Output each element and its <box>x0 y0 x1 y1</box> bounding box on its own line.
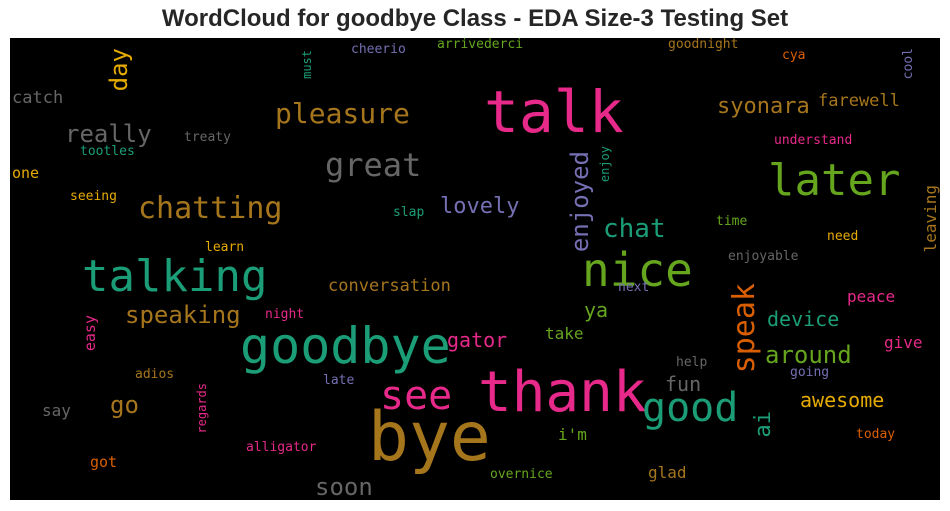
word-great: great <box>325 146 422 184</box>
word-go: go <box>110 391 139 419</box>
word-around: around <box>765 341 852 369</box>
word-leaving: leaving <box>921 185 940 253</box>
word-glad: glad <box>648 463 687 482</box>
word-lovely: lovely <box>440 194 520 219</box>
word-device: device <box>767 307 840 331</box>
word-slap: slap <box>393 205 425 220</box>
word-bye: bye <box>368 398 491 477</box>
word-today: today <box>856 427 896 442</box>
word-ya: ya <box>584 298 609 322</box>
word-enjoy: enjoy <box>598 146 612 183</box>
word-see: see <box>380 373 453 419</box>
word-fun: fun <box>665 372 702 396</box>
word-easy: easy <box>81 315 99 352</box>
word-next: next <box>618 280 650 295</box>
word-peace: peace <box>847 287 896 306</box>
word-speak: speak <box>727 283 762 374</box>
word-speaking: speaking <box>125 301 241 329</box>
word-give: give <box>884 333 923 352</box>
word-time: time <box>716 214 748 229</box>
word-overnice: overnice <box>490 467 553 482</box>
word-thank: thank <box>478 360 647 425</box>
word-nice: nice <box>582 243 693 297</box>
word-one: one <box>12 164 40 182</box>
word-seeing: seeing <box>70 189 117 204</box>
word-good: good <box>642 385 739 431</box>
word-enjoyed: enjoyed <box>566 151 594 253</box>
word-ai: ai <box>751 411 776 438</box>
word-farewell: farewell <box>818 91 900 111</box>
word-chat: chat <box>603 214 666 244</box>
word-adios: adios <box>135 367 175 382</box>
word-talking: talking <box>82 251 268 302</box>
word-conversation: conversation <box>328 276 451 296</box>
word-pleasure: pleasure <box>275 97 410 130</box>
word-gator: gator <box>447 328 508 352</box>
word-alligator: alligator <box>246 440 317 455</box>
word-cool: cool <box>901 48 916 80</box>
word-understand: understand <box>774 133 853 148</box>
word-late: late <box>323 373 355 388</box>
wordcloud-panel: bye goodbye thank talk nice talking later good s… <box>10 38 940 500</box>
word-learn: learn <box>205 240 245 255</box>
word-got: got <box>90 453 118 471</box>
word-i-m: i'm <box>558 425 587 444</box>
word-enjoyable: enjoyable <box>728 249 799 264</box>
word-catch: catch <box>12 88 64 108</box>
chart-title: WordCloud for goodbye Class - EDA Size-3… <box>161 5 789 32</box>
word-cya: cya <box>782 48 806 63</box>
word-really: really <box>65 120 152 148</box>
word-day: day <box>105 48 133 92</box>
word-chatting: chatting <box>138 191 283 226</box>
word-help: help <box>676 355 708 370</box>
word-soon: soon <box>315 473 373 500</box>
word-must: must <box>300 50 314 79</box>
word-later: later <box>768 155 901 206</box>
word-going: going <box>790 365 830 380</box>
word-arrivederci: arrivederci <box>437 38 524 52</box>
word-goodbye: goodbye <box>240 317 451 375</box>
word-cheerio: cheerio <box>351 42 406 57</box>
word-tootles: tootles <box>80 144 135 159</box>
word-goodnight: goodnight <box>668 38 739 52</box>
word-treaty: treaty <box>184 130 231 145</box>
word-awesome: awesome <box>800 388 885 412</box>
word-take: take <box>545 324 584 343</box>
word-need: need <box>827 229 859 244</box>
word-night: night <box>265 307 305 322</box>
word-regards: regards <box>195 383 209 434</box>
word-say: say <box>42 401 71 420</box>
word-talk: talk <box>484 78 624 146</box>
word-syonara: syonara <box>717 94 810 119</box>
